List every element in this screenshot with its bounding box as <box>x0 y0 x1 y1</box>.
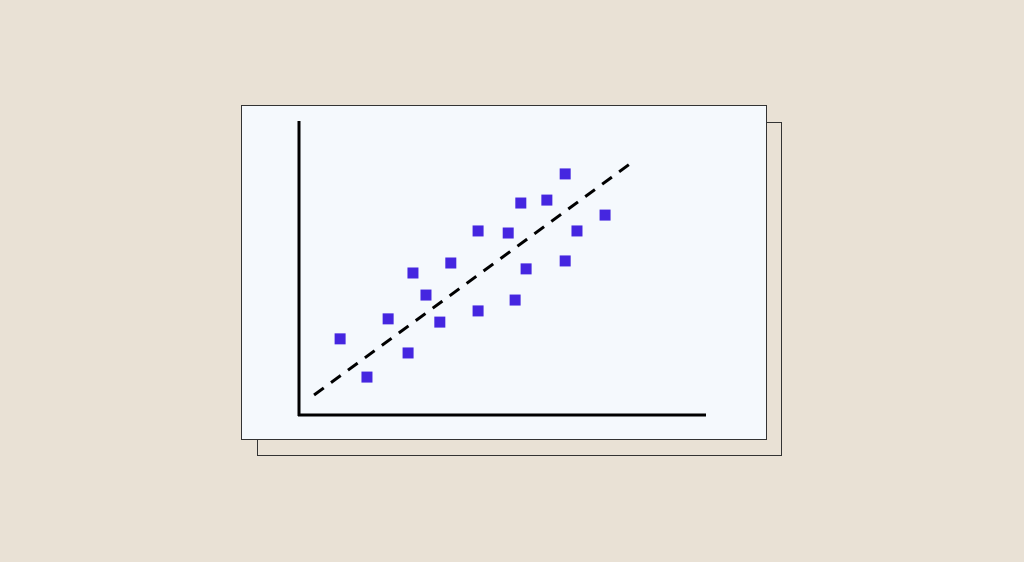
data-point <box>509 294 521 306</box>
data-point <box>472 305 484 317</box>
chart-card <box>241 105 767 440</box>
data-point <box>407 267 419 279</box>
data-point <box>520 263 532 275</box>
data-point <box>599 209 611 221</box>
data-point <box>502 227 514 239</box>
data-point <box>571 225 583 237</box>
data-point <box>402 347 414 359</box>
data-point <box>434 316 446 328</box>
data-point <box>382 313 394 325</box>
data-point <box>361 371 373 383</box>
data-point <box>334 333 346 345</box>
data-point <box>515 197 527 209</box>
data-point <box>445 257 457 269</box>
data-point <box>559 168 571 180</box>
data-point <box>472 225 484 237</box>
data-point <box>559 255 571 267</box>
trend-line <box>313 161 632 397</box>
data-point <box>420 289 432 301</box>
data-point <box>541 194 553 206</box>
